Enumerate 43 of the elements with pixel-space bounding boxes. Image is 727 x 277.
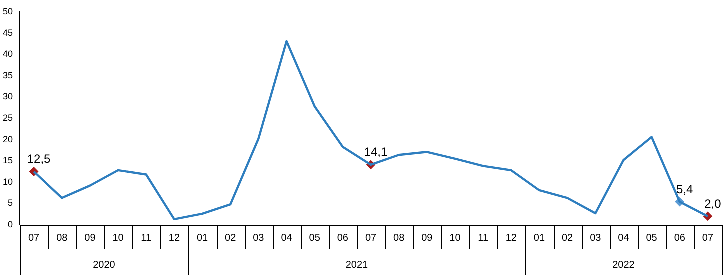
y-tick-label: 40 [2, 49, 14, 60]
text: 2020 [93, 260, 116, 271]
y-tick-label: 45 [2, 28, 14, 38]
y-tick-label: 20 [2, 134, 14, 144]
x-tick-label: 07 [702, 232, 714, 244]
data-label: 5,4 [676, 182, 694, 196]
data-label: 14,1 [364, 145, 388, 160]
data-label: 2,0 [704, 196, 722, 211]
x-tick-label: 02 [562, 232, 574, 244]
y-tick-label: 10 [2, 176, 14, 187]
x-tick-label: 05 [309, 232, 321, 244]
y-tick-label: 15 [2, 156, 14, 166]
x-tick-label: 10 [112, 232, 124, 244]
x-tick-label: 06 [337, 232, 349, 244]
y-tick-label: 25 [2, 112, 14, 123]
x-tick-label: 04 [618, 232, 630, 244]
text: 2022 [612, 260, 636, 271]
y-tick-label: 35 [2, 70, 14, 80]
y-tick-label: 50 [2, 6, 14, 16]
x-tick-label: 10 [450, 232, 462, 244]
data-label: 12,5 [27, 152, 52, 166]
x-tick-label: 04 [281, 232, 293, 244]
x-tick-label: 07 [28, 232, 40, 244]
x-tick-label: 09 [84, 232, 96, 244]
x-tick-label: 01 [534, 232, 546, 244]
x-tick-label: 11 [478, 232, 489, 244]
x-tick-label: 11 [141, 232, 152, 244]
y-tick-label: 30 [2, 92, 14, 102]
x-tick-label: 03 [253, 232, 265, 244]
text: 2021 [346, 260, 369, 271]
x-tick-label: 05 [646, 232, 658, 244]
x-tick-label: 03 [590, 232, 602, 244]
x-tick-label: 02 [225, 232, 237, 244]
y-tick-label: 0 [8, 219, 14, 230]
x-tick-label: 08 [56, 232, 68, 244]
x-tick-label: 07 [365, 232, 378, 244]
x-tick-label: 08 [394, 232, 406, 244]
x-tick-label: 12 [168, 232, 180, 244]
x-tick-label: 01 [196, 232, 209, 244]
x-tick-label: 06 [674, 232, 686, 244]
x-tick-label: 09 [422, 232, 434, 244]
x-tick-label: 12 [506, 232, 518, 244]
y-tick-label: 5 [8, 198, 14, 208]
